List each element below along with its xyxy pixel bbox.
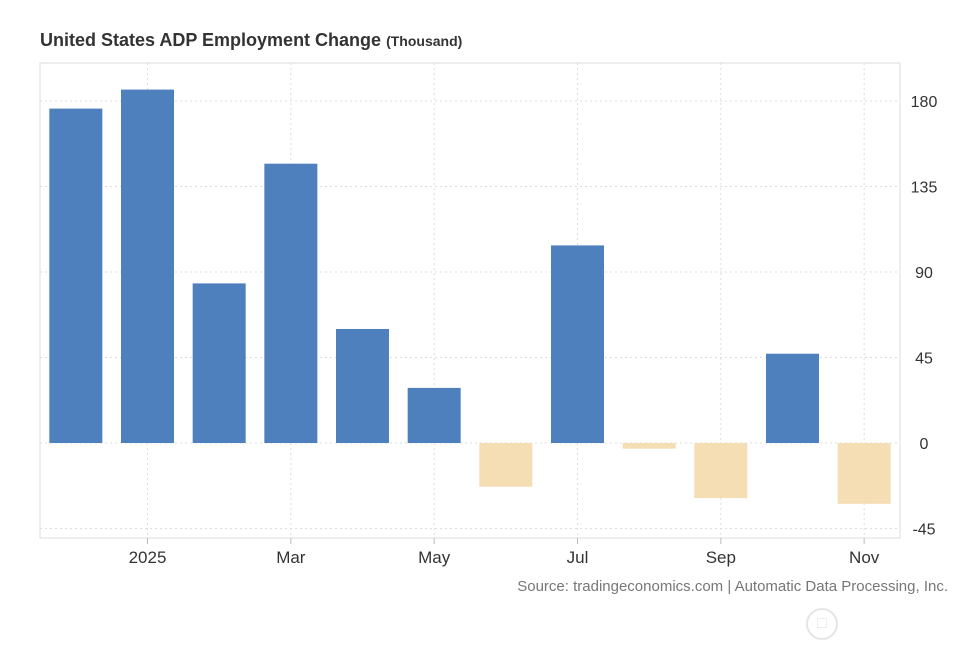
x-tick-label: Sep — [706, 548, 736, 567]
bar — [766, 353, 819, 443]
source-text: Source: tradingeconomics.com | Automatic… — [517, 578, 948, 595]
bar — [121, 89, 174, 443]
bar — [49, 108, 103, 443]
x-tick-label: May — [418, 548, 451, 567]
x-tick-label: 2025 — [129, 548, 167, 567]
y-tick-label: 45 — [915, 351, 933, 368]
bar — [336, 329, 389, 443]
y-tick-label: -45 — [912, 522, 935, 539]
title-text: United States ADP Employment Change — [40, 30, 382, 50]
bar — [407, 387, 461, 443]
y-tick-label: 90 — [915, 265, 933, 282]
bar — [837, 443, 891, 504]
plot-border — [39, 62, 901, 539]
bar — [479, 443, 533, 487]
bar — [694, 443, 748, 499]
x-tick-label: Mar — [276, 548, 306, 567]
chart-title: United States ADP Employment Change (Tho… — [40, 30, 462, 51]
x-tick-label: Nov — [849, 548, 880, 567]
y-tick-label: 0 — [920, 436, 929, 453]
bar — [622, 443, 676, 449]
circle-logo-icon: □ — [806, 608, 838, 640]
bar — [551, 245, 604, 443]
title-unit: (Thousand) — [386, 33, 463, 49]
watermark: □ — [806, 606, 946, 642]
y-tick-label: 135 — [911, 180, 938, 197]
bar — [192, 283, 246, 443]
y-tick-label: 180 — [911, 94, 938, 111]
bar — [264, 163, 318, 443]
x-tick-label: Jul — [567, 548, 589, 567]
